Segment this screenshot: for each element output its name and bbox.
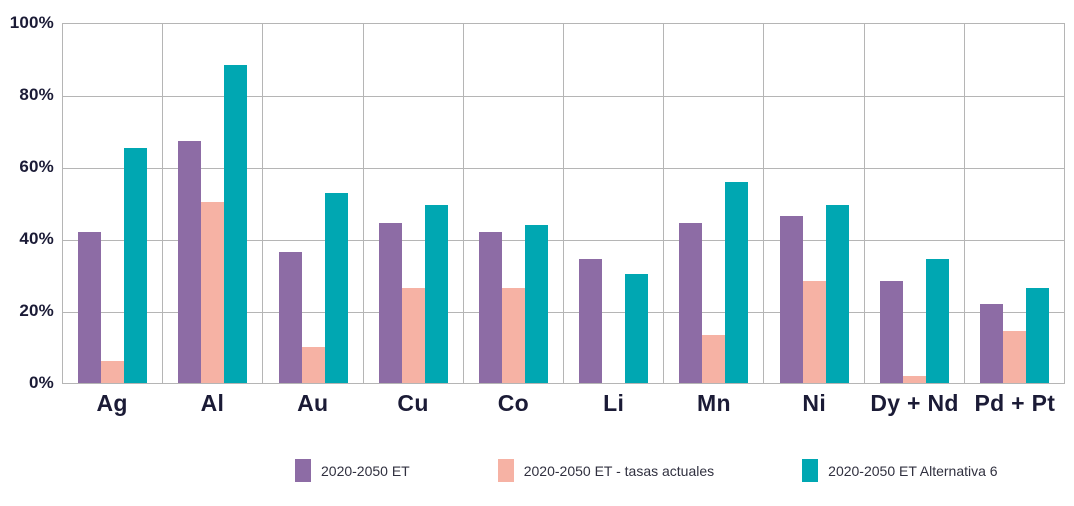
- category-cell: [764, 24, 865, 383]
- legend-label: 2020-2050 ET Alternativa 6: [828, 462, 998, 479]
- bar-group: [78, 24, 148, 383]
- x-category-label: Pd + Pt: [974, 390, 1056, 416]
- bar: [224, 65, 248, 383]
- bar: [301, 347, 325, 383]
- y-tick-label: 100%: [9, 13, 54, 32]
- category-cell: [564, 24, 665, 383]
- bar: [401, 287, 425, 383]
- bar: [879, 280, 903, 383]
- legend-swatch: [295, 459, 311, 482]
- bar-group: [679, 24, 749, 383]
- bar: [825, 205, 849, 383]
- bar: [702, 334, 726, 383]
- bar-group: [178, 24, 248, 383]
- bar: [625, 273, 649, 383]
- category-cell: [464, 24, 565, 383]
- legend-item: 2020-2050 ET: [295, 459, 410, 482]
- legend: 2020-2050 ET 2020-2050 ET - tasas actuale…: [295, 459, 998, 482]
- x-category-label: Ag: [96, 390, 128, 416]
- x-category-label: Dy + Nd: [870, 390, 959, 416]
- category-cell: [364, 24, 464, 383]
- x-category-label: Mn: [697, 390, 731, 416]
- category-cell: [263, 24, 364, 383]
- bar: [278, 251, 302, 383]
- legend-label: 2020-2050 ET: [321, 462, 410, 479]
- bar: [725, 181, 749, 383]
- bar: [524, 225, 548, 383]
- bar: [78, 232, 102, 383]
- bar-group: [879, 24, 949, 383]
- bar: [1002, 330, 1026, 383]
- bar: [501, 287, 525, 383]
- x-category-label: Au: [297, 390, 329, 416]
- bar: [324, 192, 348, 383]
- category-cell: [965, 24, 1066, 383]
- bar: [802, 280, 826, 383]
- bar-group: [579, 24, 649, 383]
- x-axis: Ag Al Au Cu Co Li Mn Ni Dy + Nd Pd + Pt: [62, 390, 1065, 417]
- bar: [902, 375, 926, 383]
- legend-item: 2020-2050 ET Alternativa 6: [802, 459, 998, 482]
- y-tick-label: 40%: [19, 229, 54, 248]
- bar: [101, 361, 125, 383]
- legend-label: 2020-2050 ET - tasas actuales: [523, 462, 715, 479]
- y-tick-label: 0%: [29, 373, 54, 392]
- y-tick-label: 20%: [19, 301, 54, 320]
- bar: [779, 216, 803, 383]
- bar: [124, 147, 148, 383]
- plot-area: [62, 23, 1066, 384]
- x-category-label: Al: [200, 390, 225, 416]
- category-cell: [865, 24, 965, 383]
- x-category-label: Co: [497, 390, 529, 416]
- bar: [679, 223, 703, 383]
- bar: [579, 259, 603, 383]
- bar: [178, 140, 202, 383]
- bar-group: [478, 24, 548, 383]
- bar-group: [779, 24, 849, 383]
- bar: [201, 201, 225, 383]
- category-cell: [664, 24, 765, 383]
- category-cell: [163, 24, 264, 383]
- bar: [925, 259, 949, 383]
- y-tick-label: 80%: [19, 85, 54, 104]
- bar-group: [278, 24, 348, 383]
- category-cell: [63, 24, 164, 383]
- bar: [378, 223, 402, 383]
- bar: [1025, 287, 1049, 383]
- x-category-label: Cu: [397, 390, 429, 416]
- x-category-label: Li: [603, 390, 625, 416]
- legend-swatch: [802, 459, 819, 482]
- y-tick-label: 60%: [19, 157, 54, 176]
- bar-group: [378, 24, 448, 383]
- bar: [979, 304, 1003, 383]
- legend-swatch: [497, 459, 514, 482]
- bar-group: [979, 24, 1049, 383]
- legend-item: 2020-2050 ET - tasas actuales: [497, 459, 715, 482]
- bar: [424, 205, 448, 383]
- x-category-label: Ni: [802, 390, 827, 416]
- bar: [478, 232, 502, 383]
